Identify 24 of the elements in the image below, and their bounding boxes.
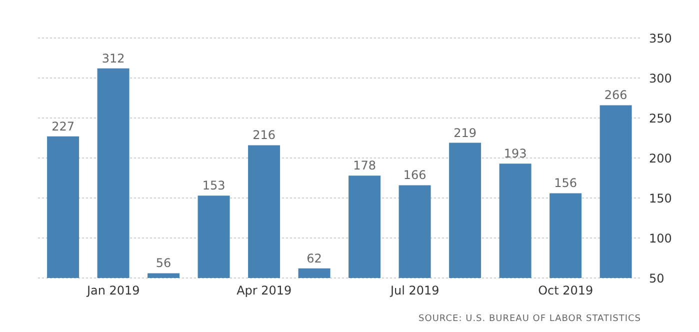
data-label: 219 (454, 126, 476, 140)
data-label: 193 (504, 146, 527, 161)
data-label: 156 (554, 176, 577, 190)
data-label: 153 (202, 178, 226, 193)
x-tick-label: Apr 2019 (236, 284, 292, 298)
data-label: 178 (353, 158, 376, 173)
data-label: 62 (306, 251, 322, 266)
source-note: SOURCE: U.S. BUREAU OF LABOR STATISTICS (418, 314, 641, 324)
data-label: 312 (102, 51, 125, 66)
y-tick-label: 250 (649, 111, 672, 126)
data-label: 56 (156, 256, 172, 270)
data-label: 166 (403, 168, 426, 182)
y-tick-label: 350 (649, 31, 672, 46)
data-label: 266 (604, 88, 628, 102)
data-label: 227 (52, 119, 74, 134)
x-tick-label: Jan 2019 (86, 284, 140, 298)
y-tick-label: 300 (649, 71, 672, 86)
y-tick-label: 50 (649, 271, 664, 286)
x-tick-label: Jul 2019 (389, 284, 440, 298)
y-tick-label: 200 (649, 151, 672, 166)
data-label: 216 (252, 128, 276, 142)
y-tick-label: 150 (649, 191, 672, 206)
y-tick-label: 100 (649, 231, 672, 246)
x-tick-label: Oct 2019 (538, 284, 594, 298)
